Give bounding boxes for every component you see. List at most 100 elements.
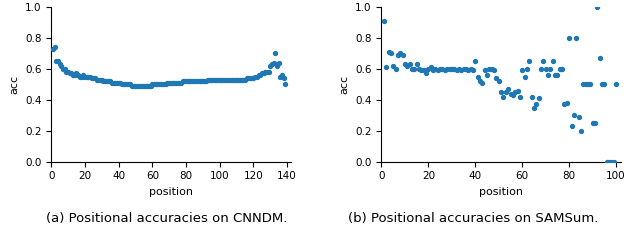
Point	[193, 79, 203, 83]
Point	[241, 76, 252, 80]
Point	[150, 82, 161, 86]
Point	[599, 82, 609, 86]
Point	[104, 79, 114, 83]
Point	[588, 121, 598, 125]
Point	[513, 89, 523, 92]
Point	[191, 79, 201, 83]
Point	[529, 106, 539, 109]
Point	[213, 78, 223, 82]
Point	[482, 73, 492, 77]
Point	[454, 67, 464, 71]
Point	[228, 78, 238, 82]
Point	[409, 67, 419, 71]
Point	[573, 115, 584, 119]
Point	[67, 72, 77, 75]
Point	[75, 75, 85, 79]
Point	[200, 79, 210, 83]
Point	[489, 69, 499, 72]
Point	[534, 96, 544, 100]
Point	[108, 81, 118, 85]
Point	[110, 81, 120, 85]
Point	[277, 73, 287, 77]
Point	[602, 160, 612, 164]
Point	[400, 62, 410, 66]
Point	[541, 67, 551, 71]
Point	[270, 52, 280, 55]
Point	[472, 75, 483, 79]
Point	[134, 84, 144, 88]
Point	[492, 76, 502, 80]
Point	[223, 78, 234, 82]
Point	[470, 59, 481, 63]
Point	[580, 82, 591, 86]
Point	[395, 52, 405, 55]
Point	[73, 73, 83, 77]
Point	[51, 59, 61, 63]
Point	[402, 64, 412, 68]
Point	[182, 79, 193, 83]
Point	[92, 78, 102, 82]
Point	[166, 81, 176, 85]
Point	[85, 75, 95, 79]
Point	[163, 81, 173, 85]
Point	[205, 78, 215, 82]
Text: (b) Positional accuracies on SAMSum.: (b) Positional accuracies on SAMSum.	[348, 212, 599, 225]
Point	[240, 78, 250, 82]
Point	[517, 69, 527, 72]
Point	[105, 79, 115, 83]
Point	[451, 69, 461, 72]
Point	[211, 78, 221, 82]
Point	[154, 82, 164, 86]
Point	[245, 76, 255, 80]
Point	[265, 64, 275, 68]
Point	[274, 61, 284, 64]
Point	[260, 70, 270, 74]
Point	[122, 82, 132, 86]
Point	[86, 76, 97, 80]
Point	[257, 72, 267, 75]
Point	[118, 82, 129, 86]
Point	[275, 75, 285, 79]
Point	[595, 56, 605, 60]
Point	[137, 84, 147, 88]
Point	[152, 82, 163, 86]
Point	[246, 76, 257, 80]
Point	[412, 62, 422, 66]
Point	[131, 84, 141, 88]
Point	[115, 81, 125, 85]
Point	[99, 79, 109, 83]
Point	[606, 160, 616, 164]
Point	[147, 82, 157, 86]
Point	[555, 67, 565, 71]
Point	[49, 45, 60, 49]
Point	[250, 75, 260, 79]
Point	[56, 64, 67, 68]
Point	[386, 52, 396, 55]
Point	[414, 67, 424, 71]
Point	[426, 65, 436, 69]
Point	[68, 73, 78, 77]
Point	[430, 67, 440, 71]
Point	[186, 79, 196, 83]
Point	[493, 79, 504, 83]
Point	[604, 160, 614, 164]
Point	[140, 84, 150, 88]
Point	[500, 90, 511, 94]
Text: (a) Positional accuracies on CNNDM.: (a) Positional accuracies on CNNDM.	[45, 212, 287, 225]
Point	[97, 78, 107, 82]
Point	[267, 62, 277, 66]
Point	[433, 69, 443, 72]
Point	[272, 64, 282, 68]
Point	[461, 67, 471, 71]
Point	[65, 72, 75, 75]
Point	[515, 95, 525, 99]
Point	[161, 82, 171, 86]
Point	[583, 82, 593, 86]
Y-axis label: acc: acc	[10, 75, 19, 94]
Point	[54, 62, 65, 66]
Point	[61, 70, 72, 74]
Point	[585, 82, 595, 86]
Point	[449, 67, 460, 71]
Point	[590, 121, 600, 125]
Point	[278, 76, 289, 80]
